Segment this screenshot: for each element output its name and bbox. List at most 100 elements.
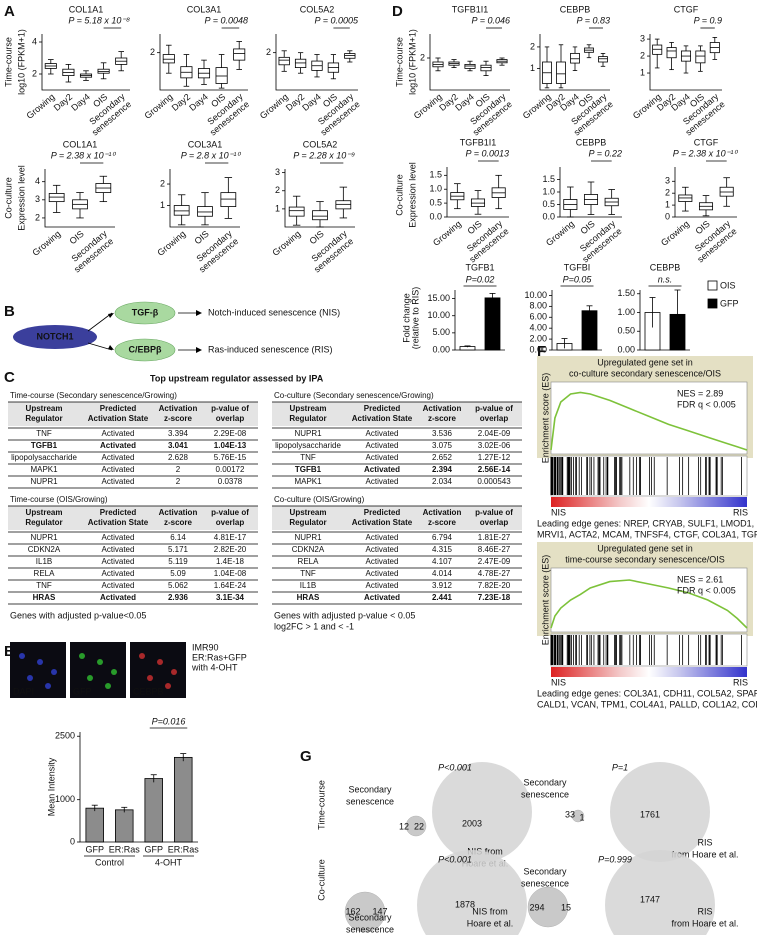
venn-set bbox=[605, 850, 715, 935]
y-tick-label: 0.00 bbox=[432, 344, 450, 354]
y-tick-label: 1.0 bbox=[429, 184, 442, 194]
y-tick-label: 10.00 bbox=[524, 290, 547, 300]
cell: Activated bbox=[102, 581, 135, 590]
node-label: NOTCH1 bbox=[36, 331, 73, 341]
cell: CDKN2A bbox=[28, 545, 61, 554]
venn-count: 12 bbox=[399, 821, 409, 831]
rank-end: RIS bbox=[733, 507, 748, 517]
cell: 8.46E-27 bbox=[478, 545, 511, 554]
column-header: overlap bbox=[216, 414, 245, 423]
p-value: P = 2.38 x 10⁻¹⁰ bbox=[51, 150, 117, 160]
outcome: Ras-induced senescence (RIS) bbox=[208, 344, 333, 354]
ref-label: from Hoare et al. bbox=[671, 918, 738, 928]
p-value: n.s. bbox=[658, 274, 673, 284]
arrow bbox=[87, 312, 113, 332]
p-value: P=1 bbox=[612, 762, 628, 772]
cell: IL1B bbox=[300, 581, 316, 590]
cell: 3.912 bbox=[432, 581, 453, 590]
cell: 7.23E-18 bbox=[478, 593, 511, 602]
table-title: Time-course (OIS/Growing) bbox=[10, 495, 108, 504]
box bbox=[470, 198, 486, 207]
y-tick-label: 0.0 bbox=[542, 211, 555, 221]
set-label: Secondary bbox=[348, 912, 392, 922]
y-tick-label: 5.00 bbox=[432, 327, 450, 337]
column-header: Upstream bbox=[290, 404, 327, 413]
p-value: P = 2.38 x 10⁻¹⁰ bbox=[673, 148, 739, 158]
arrow-head bbox=[196, 347, 202, 353]
cell-nucleus bbox=[139, 653, 145, 659]
node bbox=[114, 301, 176, 325]
cell: 1.81E-27 bbox=[478, 533, 511, 542]
p-value: P=0.05 bbox=[563, 274, 593, 284]
bar bbox=[173, 756, 193, 843]
hit-frame bbox=[550, 633, 748, 667]
outcome: Notch-induced senescence (NIS) bbox=[208, 307, 340, 317]
y-tick-label: 2.00 bbox=[529, 333, 547, 343]
y-tick-label: 4.00 bbox=[529, 323, 547, 333]
p-value: P = 0.83 bbox=[577, 15, 610, 25]
image-label: CEBPB bbox=[133, 686, 164, 696]
cell: Activated bbox=[366, 429, 399, 438]
plot-title: COL3A1 bbox=[188, 139, 223, 149]
set-label: Secondary bbox=[523, 777, 567, 787]
image-label: GFP bbox=[73, 686, 92, 696]
panel-label: G bbox=[300, 748, 312, 765]
gsea-stat: NES = 2.61 bbox=[677, 574, 723, 584]
cell: 5.119 bbox=[168, 557, 188, 566]
venn-count: 1 bbox=[579, 812, 584, 822]
column-header: Regulator bbox=[25, 414, 62, 423]
column-header: Regulator bbox=[289, 414, 326, 423]
cell-nucleus bbox=[157, 659, 163, 665]
y-tick-label: 15.00 bbox=[427, 293, 450, 303]
cell: NUPR1 bbox=[294, 533, 322, 542]
axis bbox=[539, 34, 610, 91]
x-tick-label: Secondarysenescence bbox=[84, 91, 134, 137]
table: Time-course (Secondary senescence/Growin… bbox=[8, 391, 258, 489]
y-tick-label: 2 bbox=[530, 41, 535, 51]
cell-nucleus bbox=[19, 653, 25, 659]
x-tick-label: Day4 bbox=[69, 92, 92, 113]
bar bbox=[484, 297, 501, 351]
row-label: Co-culture bbox=[3, 177, 13, 219]
venn-count: 15 bbox=[561, 902, 571, 912]
table: Co-culture (Secondary senescence/Growing… bbox=[272, 391, 522, 489]
y-tick-label: 4 bbox=[35, 176, 40, 186]
box bbox=[556, 61, 566, 84]
x-tick-label: Growing bbox=[30, 229, 62, 258]
cell: RELA bbox=[298, 557, 320, 566]
x-tick-label: Day4 bbox=[187, 92, 210, 113]
panel-label: F bbox=[537, 343, 546, 360]
header-band bbox=[8, 506, 258, 530]
micrograph bbox=[130, 642, 186, 698]
panel-label: C bbox=[4, 369, 15, 386]
y-tick-label: 2 bbox=[35, 212, 40, 222]
plot-frame bbox=[550, 567, 748, 633]
box bbox=[666, 47, 677, 59]
gsea-header: co-culture secondary senescence/OIS bbox=[569, 368, 721, 378]
p-value: P = 0.046 bbox=[472, 15, 510, 25]
cell: Activated bbox=[102, 533, 135, 542]
y-axis-label: log10 (FPKM+1) bbox=[16, 29, 26, 95]
venn-count: 162 bbox=[345, 906, 360, 916]
column-header: Predicted bbox=[100, 508, 137, 517]
es-curve bbox=[550, 579, 748, 629]
cell: Activated bbox=[102, 569, 135, 578]
y-tick-label: 3 bbox=[35, 194, 40, 204]
y-tick-label: 2 bbox=[32, 68, 37, 78]
y-axis-label: Fold change bbox=[401, 293, 411, 343]
box bbox=[278, 56, 290, 66]
y-tick-label: 1 bbox=[665, 199, 670, 209]
y-tick-label: 1.5 bbox=[542, 174, 555, 184]
cell: 1.27E-12 bbox=[478, 453, 511, 462]
p-value: P = 0.0048 bbox=[205, 15, 248, 25]
row-label: Time-course bbox=[316, 780, 326, 830]
axis bbox=[429, 34, 510, 91]
panel-label: D bbox=[392, 3, 403, 20]
cell: 3.394 bbox=[168, 429, 189, 438]
p-value: P = 2.8 x 10⁻¹⁰ bbox=[181, 150, 242, 160]
box bbox=[288, 206, 305, 217]
header-band bbox=[272, 506, 522, 530]
axis bbox=[284, 169, 355, 228]
plot-title: COL5A2 bbox=[303, 139, 338, 149]
